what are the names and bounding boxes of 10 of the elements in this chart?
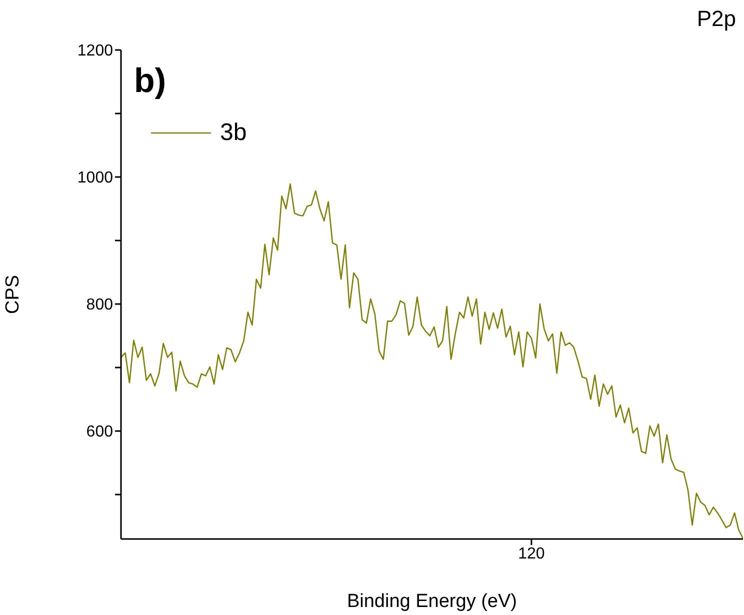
chart-title: P2p [696,6,736,32]
y-tick-label: 1000 [77,170,114,187]
y-tick-label: 600 [86,424,114,441]
y-tick-label: 1200 [77,42,114,60]
x-tick-label: 120 [518,545,545,562]
y-tick-label: 800 [86,296,114,314]
legend-label: 3b [220,119,247,147]
x-axis-title: Binding Energy (eV) [346,591,518,612]
y-axis-title: CPS [2,274,24,314]
panel-label: b) [134,62,166,101]
